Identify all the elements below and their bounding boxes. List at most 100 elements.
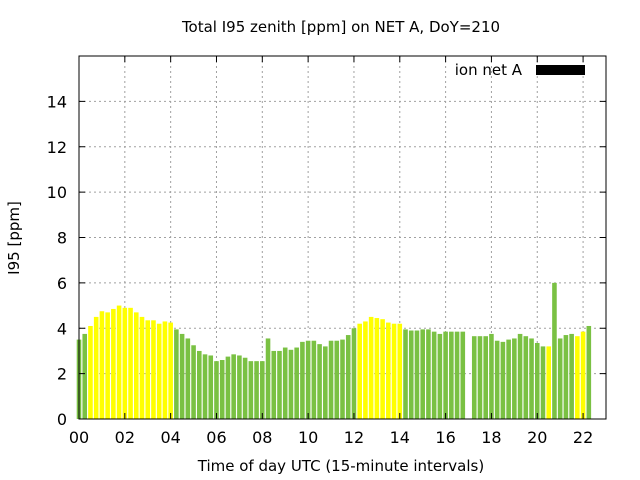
bar — [512, 338, 517, 419]
bar — [351, 328, 357, 419]
bar — [454, 331, 460, 419]
bar — [174, 329, 179, 419]
y-tick-label: 14 — [47, 92, 67, 111]
y-tick-label: 6 — [57, 274, 67, 293]
bar — [197, 350, 202, 419]
y-tick-label: 4 — [57, 319, 67, 338]
x-tick-label: 00 — [69, 428, 89, 447]
legend: ion net A — [455, 61, 585, 79]
bar — [317, 344, 322, 419]
bar — [580, 331, 586, 419]
bar — [345, 335, 351, 419]
bar — [225, 356, 231, 419]
bar — [523, 336, 529, 419]
legend-label: ion net A — [455, 61, 523, 79]
bar — [557, 338, 563, 419]
bars — [76, 282, 592, 419]
bar — [408, 330, 414, 419]
bar — [208, 355, 214, 419]
bar — [357, 323, 362, 419]
bar — [191, 345, 196, 419]
bar — [380, 319, 385, 419]
bar — [305, 340, 311, 419]
bar — [569, 333, 574, 419]
bar — [156, 323, 162, 419]
bar — [88, 325, 93, 419]
x-tick-label: 18 — [481, 428, 501, 447]
bar — [414, 330, 420, 419]
x-tick-label: 22 — [573, 428, 593, 447]
bar — [374, 318, 380, 419]
bar — [231, 354, 236, 419]
bar — [242, 357, 248, 419]
bar — [420, 329, 425, 419]
bar — [179, 333, 185, 419]
x-tick-label: 14 — [390, 428, 410, 447]
bar — [139, 316, 145, 419]
legend-swatch — [536, 65, 585, 75]
chart-title: Total I95 zenith [ppm] on NET A, DoY=210 — [181, 18, 500, 36]
bar — [397, 323, 403, 419]
bar — [133, 312, 139, 419]
bar — [99, 311, 105, 419]
y-tick-label: 10 — [47, 183, 67, 202]
bar — [506, 339, 511, 419]
bar — [248, 361, 254, 419]
bar — [391, 323, 397, 419]
bar — [552, 282, 557, 419]
bar — [254, 361, 259, 419]
bar — [145, 320, 151, 419]
x-tick-label: 16 — [435, 428, 455, 447]
bar — [93, 316, 99, 419]
bar — [426, 329, 431, 419]
grid — [79, 56, 606, 419]
bar — [128, 307, 133, 419]
bar — [449, 331, 454, 419]
bar — [477, 336, 483, 419]
bar — [288, 349, 294, 419]
bar — [237, 355, 242, 419]
x-axis-title: Time of day UTC (15-minute intervals) — [197, 457, 484, 475]
bar — [540, 346, 546, 419]
bar — [168, 322, 173, 419]
bar — [517, 333, 523, 419]
bar — [260, 361, 265, 419]
bar — [363, 321, 368, 419]
bar — [334, 340, 340, 419]
bar — [403, 329, 408, 419]
bar — [271, 350, 277, 419]
bar — [116, 305, 122, 419]
bar — [500, 341, 506, 419]
x-tick-label: 06 — [206, 428, 226, 447]
bar — [202, 354, 208, 419]
y-tick-label: 0 — [57, 410, 67, 429]
x-tick-label: 04 — [160, 428, 180, 447]
bar — [529, 338, 534, 419]
y-tick-label: 12 — [47, 138, 67, 157]
bar — [214, 361, 219, 419]
bar — [294, 347, 299, 419]
bar — [534, 342, 540, 419]
y-tick-label: 2 — [57, 365, 67, 384]
bar — [431, 331, 437, 419]
bar — [586, 325, 592, 419]
x-tick-label: 10 — [298, 428, 318, 447]
bar — [105, 312, 110, 419]
bar — [122, 307, 128, 419]
bar — [386, 322, 391, 419]
y-tick-label: 8 — [57, 229, 67, 248]
bar — [151, 320, 156, 419]
x-tick-label: 20 — [527, 428, 547, 447]
y-axis-title: I95 [ppm] — [5, 201, 23, 275]
bar — [185, 338, 191, 419]
bar — [563, 335, 569, 419]
bar — [483, 336, 488, 419]
bar — [282, 347, 288, 419]
bar — [494, 340, 500, 419]
bar — [82, 333, 88, 419]
x-tick-label: 08 — [252, 428, 272, 447]
bar — [265, 338, 271, 419]
bar — [323, 346, 328, 419]
